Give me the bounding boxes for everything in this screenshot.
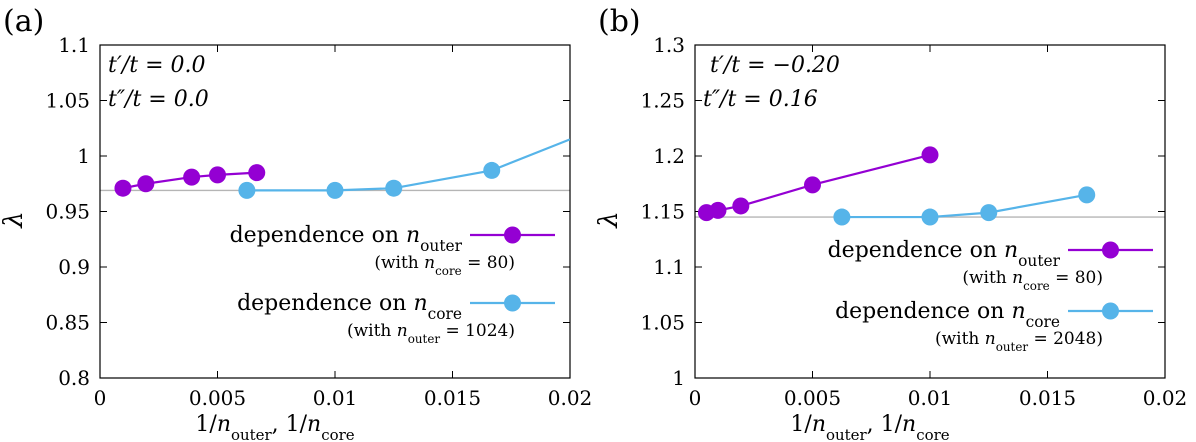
x-tick-label: 0.01 (908, 386, 953, 410)
y-tick-label: 1.05 (640, 311, 685, 335)
data-point (1078, 186, 1096, 204)
y-tick-label: 0.95 (45, 200, 90, 224)
y-tick-label: 1.1 (653, 255, 685, 279)
panel-label: (b) (598, 4, 641, 39)
data-point (921, 146, 939, 164)
x-tick-label: 0 (689, 386, 702, 410)
data-point (114, 179, 132, 197)
data-point (238, 181, 256, 199)
series-1 (238, 138, 570, 199)
series-0 (697, 146, 939, 222)
series-1 (833, 186, 1096, 226)
data-point (209, 166, 226, 184)
legend-marker (1102, 302, 1119, 320)
data-point (732, 197, 750, 215)
y-tick-label: 1.25 (640, 89, 685, 113)
y-axis-label: λ (594, 211, 624, 228)
legend-sublabel: (with ncore = 80) (374, 253, 515, 278)
data-point (248, 164, 266, 182)
legend-sublabel: (with nouter = 2048) (935, 329, 1103, 354)
y-tick-label: 1 (77, 144, 90, 168)
y-tick-label: 1 (672, 366, 685, 390)
data-point (137, 175, 155, 193)
panel-a: 0 0.005 0.01 0.015 0.02 0.8 0.85 0.9 0.95 1 1.05 1.… (0, 4, 592, 442)
legend-sublabel: (with ncore = 80) (962, 268, 1103, 293)
data-point (326, 181, 344, 199)
data-point (385, 179, 403, 197)
hopping-param-label: t′/t = 0.0 (108, 53, 206, 78)
legend-entry: dependence on ncore(with nouter = 1024) (237, 291, 555, 346)
panel-b: 0 0.005 0.01 0.015 0.02 1 1.05 1.1 1.15 1.2 1.25 1.… (594, 4, 1187, 442)
series-line (841, 193, 1087, 219)
x-tick-label: 0.02 (1143, 386, 1188, 410)
legend-entry: dependence on nouter(with ncore = 80) (828, 238, 1153, 293)
hopping-param-label: t″/t = 0.16 (703, 87, 818, 112)
x-axis-label: 1/nouter, 1/ncore (195, 412, 354, 442)
legend-entry: dependence on ncore(with nouter = 2048) (835, 299, 1153, 354)
legend-marker (504, 294, 521, 312)
legend-label: dependence on nouter (828, 238, 1061, 270)
legend-label: dependence on ncore (835, 299, 1060, 331)
x-tick-label: 0.005 (189, 386, 246, 410)
data-point (483, 161, 501, 179)
data-point (921, 208, 939, 226)
data-point (804, 176, 821, 194)
y-tick-label: 1.15 (640, 200, 685, 224)
series-line (246, 138, 570, 192)
data-point (980, 204, 998, 222)
y-tick-label: 1.3 (653, 33, 685, 57)
legend-label: dependence on nouter (230, 223, 463, 255)
x-axis-label: 1/nouter, 1/ncore (790, 412, 949, 442)
y-tick-label: 0.9 (58, 255, 90, 279)
y-tick-label: 0.8 (58, 366, 90, 390)
data-point (833, 208, 851, 226)
legend-label: dependence on ncore (237, 291, 462, 323)
x-tick-label: 0.015 (424, 386, 481, 410)
y-tick-label: 1.2 (653, 144, 685, 168)
legend-entry: dependence on nouter(with ncore = 80) (230, 223, 555, 278)
y-tick-label: 0.85 (45, 311, 90, 335)
y-tick-label: 1.05 (45, 89, 90, 113)
hopping-param-label: t′/t = −0.20 (710, 53, 840, 78)
legend-marker (504, 226, 521, 244)
x-tick-label: 0.015 (1019, 386, 1076, 410)
legend-marker (1102, 241, 1119, 259)
data-point (709, 201, 727, 219)
x-tick-label: 0.005 (784, 386, 841, 410)
data-point (183, 168, 201, 186)
y-tick-label: 1.1 (58, 33, 90, 57)
y-axis-label: λ (0, 211, 29, 228)
x-tick-label: 0 (94, 386, 107, 410)
x-tick-label: 0.01 (313, 386, 358, 410)
hopping-param-label: t″/t = 0.0 (108, 87, 209, 112)
x-tick-label: 0.02 (548, 386, 593, 410)
panel-label: (a) (3, 4, 44, 39)
series-0 (114, 164, 266, 197)
legend-sublabel: (with nouter = 1024) (347, 321, 515, 346)
